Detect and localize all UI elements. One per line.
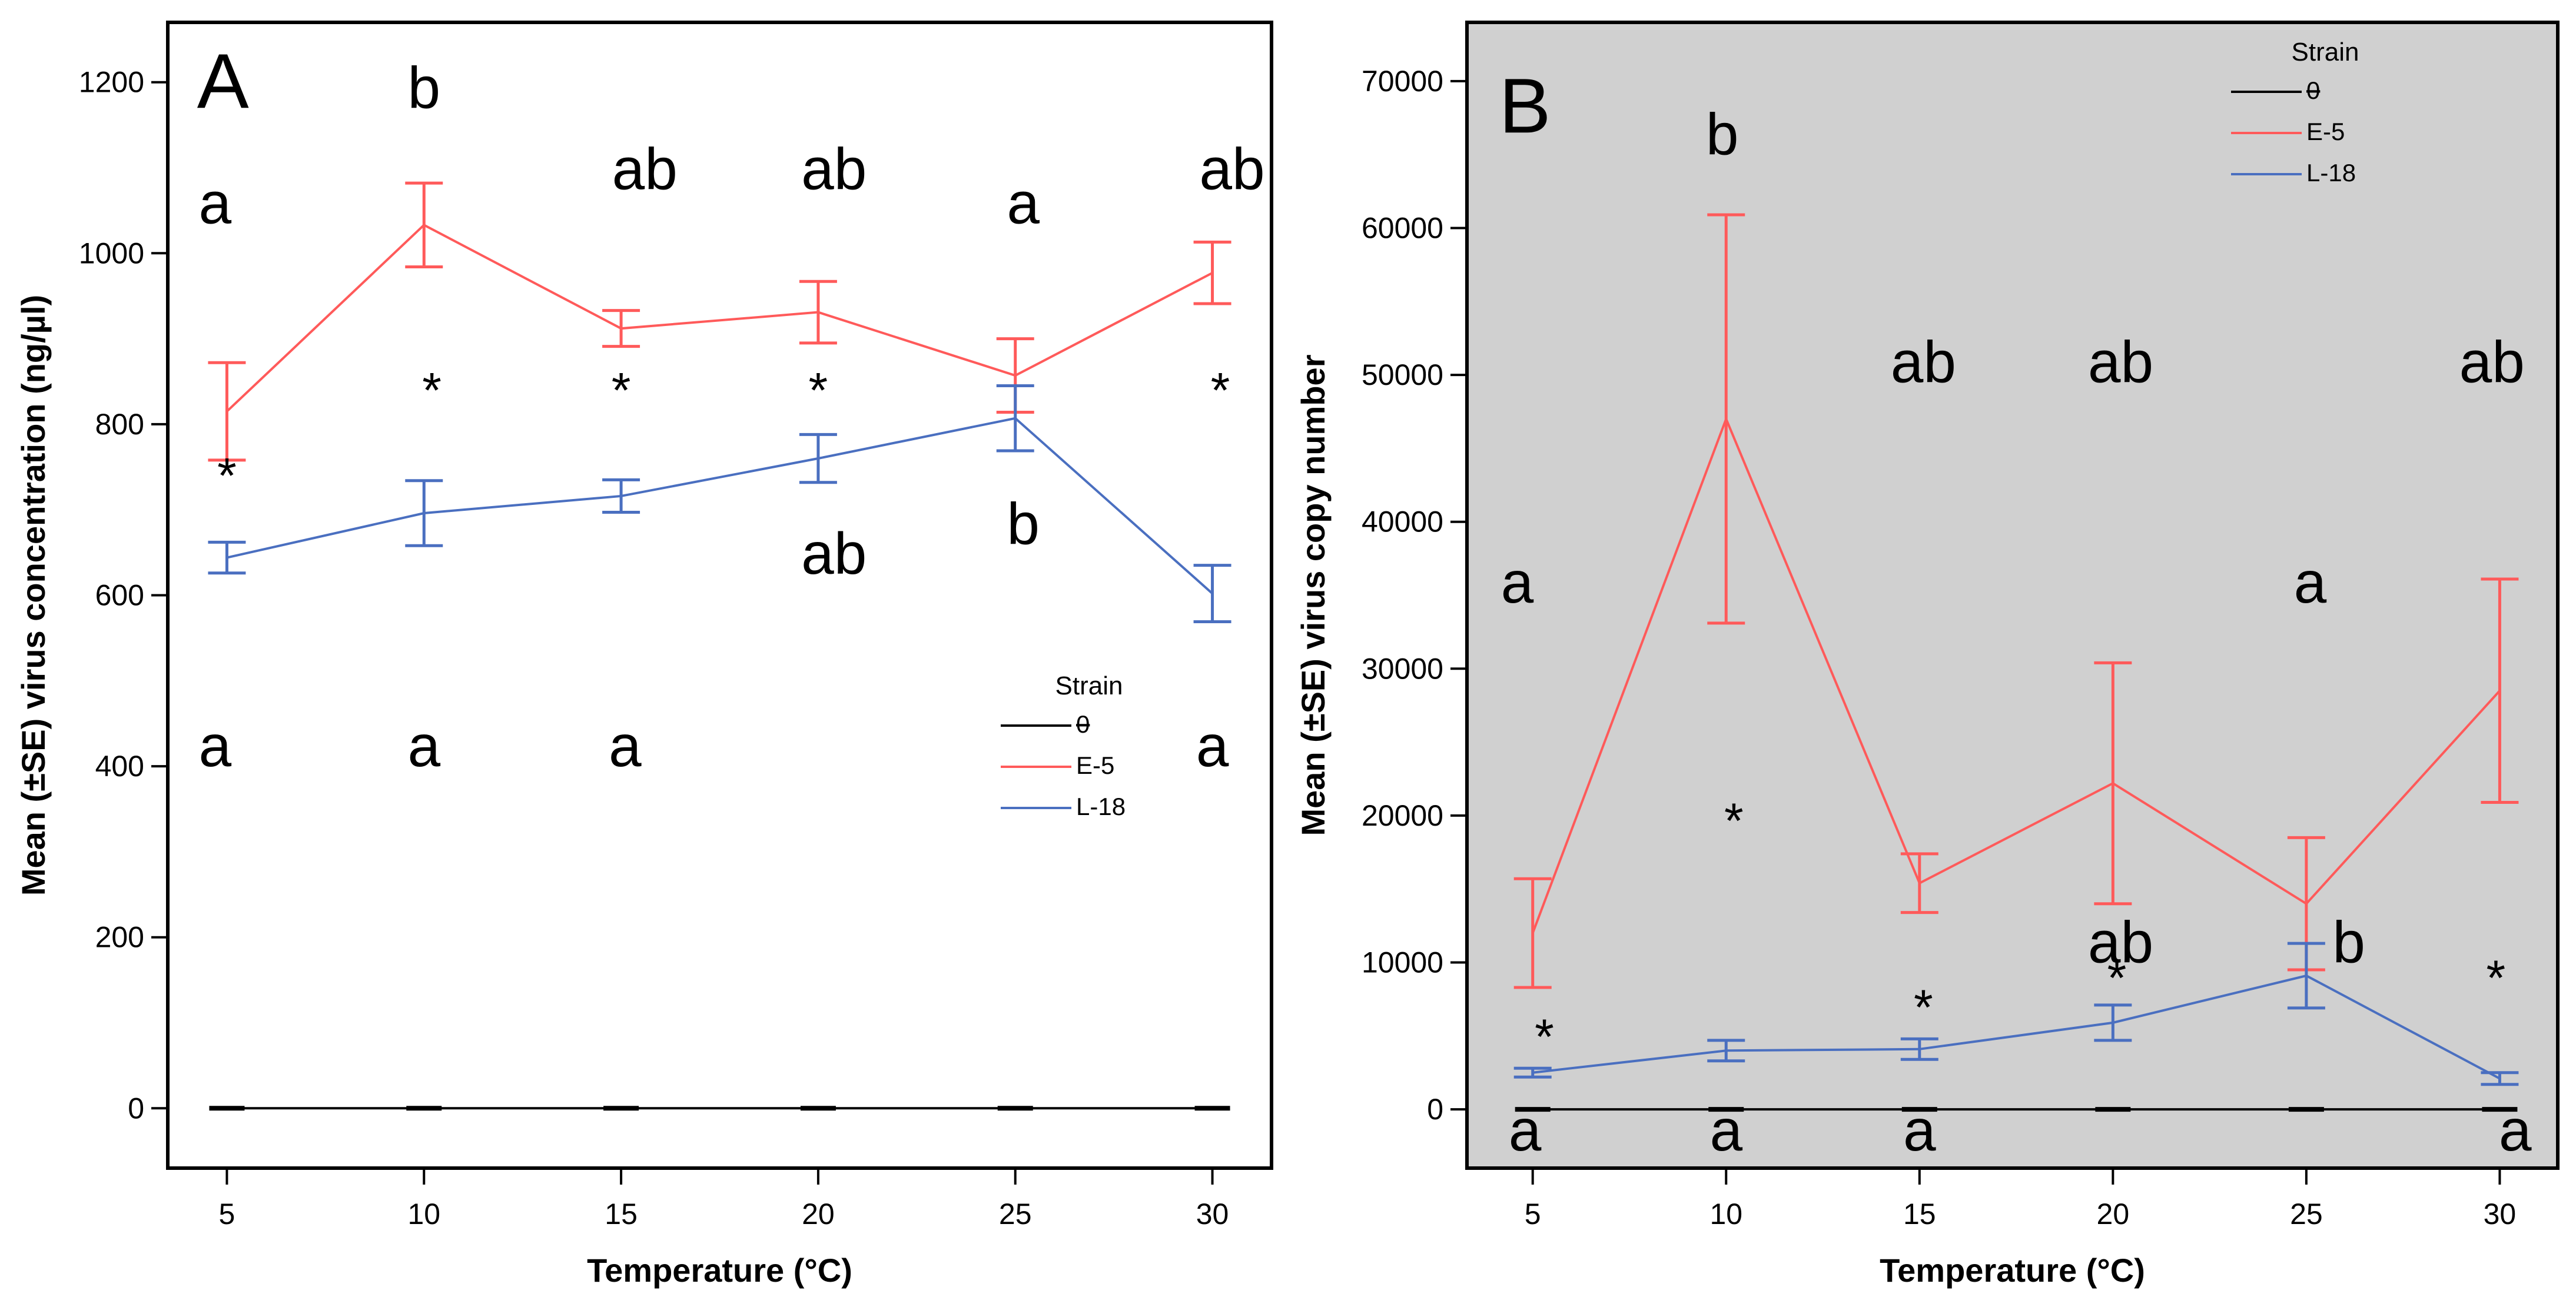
panel-b-legend-label: 0 bbox=[2306, 77, 2320, 104]
panel-b-legend-title: Strain bbox=[2292, 38, 2359, 66]
panel-b-x-tick-label: 15 bbox=[1903, 1198, 1936, 1230]
panel-b-y-tick-label: 70000 bbox=[1362, 65, 1443, 98]
panel-a-y-axis-title: Mean (±SE) virus concentration (ng/µl) bbox=[15, 295, 52, 896]
panel-a-legend-label: L-18 bbox=[1076, 793, 1126, 820]
panel-a-significance-letter: a bbox=[199, 713, 232, 779]
panel-b-significance-letter: ab bbox=[2459, 330, 2525, 395]
panel-a-legend-title: Strain bbox=[1055, 671, 1123, 700]
panel-a-series-l18-line bbox=[227, 417, 1213, 595]
panel-a-significance-letter: b bbox=[407, 55, 440, 121]
panel-a-legend: Strain 0 E-5 L-18 bbox=[1001, 671, 1126, 820]
panel-a-series-e5 bbox=[208, 181, 1231, 462]
panel-b-series-e5-line bbox=[1531, 415, 2501, 934]
panel-a-significance-star: * bbox=[612, 362, 631, 418]
panel-a-label: A bbox=[197, 38, 249, 124]
panel-b-y-tick-label: 30000 bbox=[1362, 652, 1443, 685]
panel-a-y-tick-label: 600 bbox=[95, 579, 144, 612]
panel-b-legend-label: E-5 bbox=[2306, 118, 2345, 145]
panel-a-legend-label: 0 bbox=[1076, 710, 1090, 738]
panel-b-significance-letter: a bbox=[2294, 550, 2327, 616]
panel-a-significance-letter: a bbox=[407, 713, 440, 779]
panel-a-significance-letter: a bbox=[199, 170, 232, 236]
panel-b-x-axis-title: Temperature (°C) bbox=[1880, 1252, 2145, 1289]
panel-b-x-tick-label: 5 bbox=[1525, 1198, 1541, 1230]
panel-b-series-l18 bbox=[1513, 942, 2519, 1086]
panel-b-y-tick-label: 0 bbox=[1427, 1093, 1443, 1126]
panel-b-significance-letter: a bbox=[1709, 1098, 1742, 1163]
panel-a-significance-letter: a bbox=[609, 713, 642, 779]
panel-a-x-tick-label: 30 bbox=[1196, 1198, 1229, 1230]
panel-a-x-tick-label: 20 bbox=[802, 1198, 835, 1230]
panel-a-significance-star: * bbox=[1211, 362, 1230, 418]
panel-a-plot-area bbox=[166, 21, 1273, 1170]
panel-a-x-tick-label: 25 bbox=[999, 1198, 1032, 1230]
panel-a-significance-letter: ab bbox=[1199, 136, 1264, 202]
panel-a-series-e5-line bbox=[226, 223, 1213, 413]
panel-a-significance-letter: ab bbox=[801, 136, 867, 202]
panel-b: 0 10000 20000 30000 40000 50000 60000 70000 5 10 1… bbox=[1294, 21, 2560, 1289]
panel-b-significance-star: * bbox=[2107, 950, 2127, 1005]
panel-a-x-axis-title: Temperature (°C) bbox=[587, 1252, 852, 1289]
panel-b-plot-area bbox=[1465, 21, 2560, 1170]
panel-a-significance-letter: ab bbox=[612, 136, 678, 202]
panel-b-significance-star: * bbox=[1724, 793, 1744, 848]
panel-b-y-tick-label: 50000 bbox=[1362, 358, 1443, 391]
panel-a-y-tick-label: 200 bbox=[95, 921, 144, 954]
panel-a-y-tick-label: 1000 bbox=[79, 237, 144, 270]
panel-b-significance-letter: a bbox=[1501, 550, 1534, 616]
panel-a-significance-letter: b bbox=[1007, 491, 1040, 557]
panel-b-legend: Strain 0 E-5 L-18 bbox=[2231, 38, 2359, 187]
panel-b-significance-letter: a bbox=[1903, 1098, 1936, 1163]
panel-a-x-tick-label: 15 bbox=[605, 1198, 638, 1230]
panel-a: 0 200 400 600 800 1000 1200 5 10 15 20 25 30 Temperat… bbox=[15, 21, 1273, 1289]
panel-b-y-tick-label: 20000 bbox=[1362, 799, 1443, 832]
panel-b-y-tick-label: 10000 bbox=[1362, 946, 1443, 979]
panel-b-y-tick-label: 40000 bbox=[1362, 505, 1443, 538]
panel-b-significance-letter: b bbox=[2332, 910, 2365, 976]
panel-b-significance-star: * bbox=[2487, 950, 2506, 1005]
panel-a-significance-star: * bbox=[217, 448, 237, 503]
panel-b-x-tick-label: 30 bbox=[2484, 1198, 2517, 1230]
panel-b-significance-star: * bbox=[1535, 1009, 1554, 1064]
panel-a-x-tick-label: 5 bbox=[219, 1198, 235, 1230]
panel-b-x-tick-label: 20 bbox=[2097, 1198, 2130, 1230]
panel-b-x-tick-label: 10 bbox=[1709, 1198, 1742, 1230]
panel-b-y-axis-title: Mean (±SE) virus copy number bbox=[1294, 354, 1332, 836]
panel-b-series-l18-line bbox=[1532, 974, 2501, 1080]
panel-a-significance-letter: a bbox=[1196, 713, 1229, 779]
panel-a-series-l18 bbox=[208, 384, 1231, 624]
panel-b-label: B bbox=[1499, 62, 1551, 149]
panel-a-significance-star: * bbox=[809, 362, 828, 418]
panel-b-significance-letter: a bbox=[1509, 1098, 1542, 1163]
panel-b-significance-star: * bbox=[1914, 979, 1933, 1035]
panel-a-x-tick-label: 10 bbox=[407, 1198, 440, 1230]
panel-a-significance-letter: a bbox=[1007, 170, 1040, 236]
panel-a-significance-letter: ab bbox=[801, 521, 867, 587]
panel-b-significance-letter: ab bbox=[1891, 330, 1956, 395]
panel-a-legend-label: E-5 bbox=[1076, 751, 1114, 779]
panel-b-significance-letter: b bbox=[1706, 102, 1739, 168]
panel-b-significance-letter: a bbox=[2499, 1098, 2532, 1163]
panel-b-series-e5 bbox=[1513, 213, 2519, 989]
panel-b-y-tick-label: 60000 bbox=[1362, 211, 1443, 244]
panel-b-legend-label: L-18 bbox=[2306, 159, 2356, 187]
panel-b-significance-letter: ab bbox=[2088, 330, 2153, 395]
panel-b-significance-letter: ab bbox=[2088, 910, 2153, 976]
panel-b-x-tick-label: 25 bbox=[2290, 1198, 2323, 1230]
panel-a-significance-star: * bbox=[422, 362, 441, 418]
panel-a-y-tick-label: 1200 bbox=[79, 66, 144, 99]
panel-a-y-tick-label: 0 bbox=[128, 1092, 144, 1125]
panel-a-y-tick-label: 800 bbox=[95, 408, 144, 441]
panel-a-y-tick-label: 400 bbox=[95, 750, 144, 783]
